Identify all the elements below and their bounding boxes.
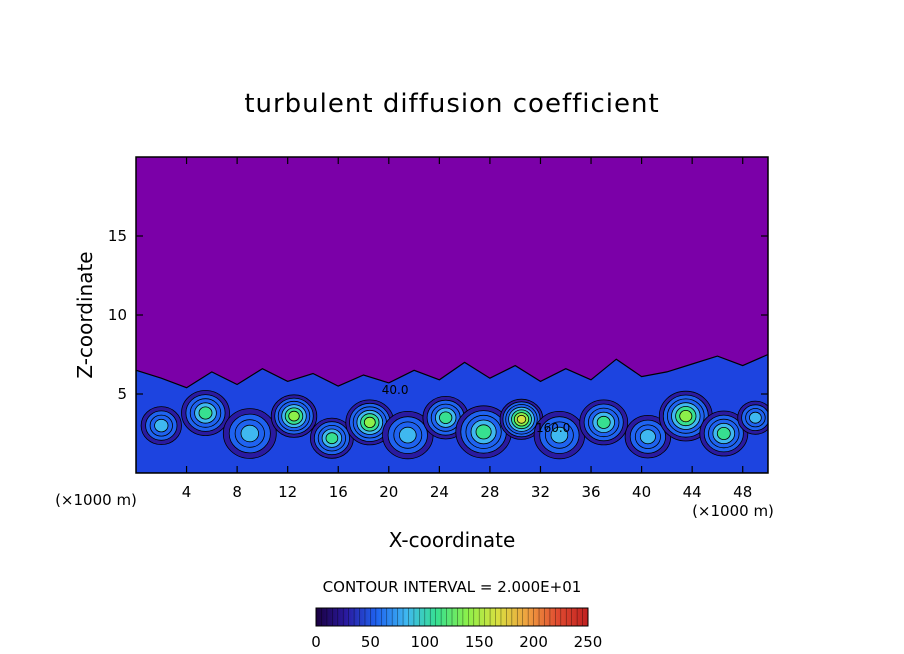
colorbar: 0 50 100 150 200 250 <box>311 607 602 651</box>
colorbar-tick-label: 200 <box>519 633 548 651</box>
chart-title: turbulent diffusion coefficient <box>244 89 659 119</box>
x-tick-label: 20 <box>379 483 398 501</box>
colorbar-tick-label: 50 <box>361 633 380 651</box>
x-tick-label: 16 <box>329 483 348 501</box>
turbulent-layer: 40.0 160.0 <box>136 353 768 473</box>
colorbar-tick-label: 0 <box>311 633 321 651</box>
eddy-contour <box>439 411 453 424</box>
contour-label: 160.0 <box>536 421 570 435</box>
y-axis-label: Z-coordinate <box>73 251 97 378</box>
eddy-contour <box>550 426 569 444</box>
eddy-contour <box>288 410 300 422</box>
plot-area: 40.0 160.0 <box>136 157 768 473</box>
x-tick-label: 4 <box>182 483 192 501</box>
x-tick-label: 44 <box>683 483 702 501</box>
x-tick-label: 28 <box>480 483 499 501</box>
eddy-contour <box>639 429 656 445</box>
eddy-contour <box>363 416 376 428</box>
x-tick-label: 24 <box>430 483 449 501</box>
eddy-contour <box>198 406 213 420</box>
x-unit-left: (×1000 m) <box>55 491 137 509</box>
colorbar-ticks: 0 50 100 150 200 250 <box>311 633 602 651</box>
x-tick-label: 36 <box>581 483 600 501</box>
x-axis: 4 8 12 16 20 24 28 32 36 40 44 48 <box>182 157 752 501</box>
x-tick-label: 12 <box>278 483 297 501</box>
x-unit-right: (×1000 m) <box>692 502 774 520</box>
eddy-contour <box>716 426 731 440</box>
colorbar-stripes <box>321 608 583 626</box>
eddy-contour <box>154 418 169 433</box>
colorbar-tick-label: 100 <box>410 633 439 651</box>
eddy-contour <box>240 424 260 443</box>
contour-interval-text: CONTOUR INTERVAL = 2.000E+01 <box>323 578 582 596</box>
y-tick-label: 15 <box>108 227 127 245</box>
x-tick-label: 48 <box>733 483 752 501</box>
eddy-contour <box>475 424 492 440</box>
contour-label: 40.0 <box>382 383 409 397</box>
eddy-contour <box>516 414 527 424</box>
x-tick-label: 32 <box>531 483 550 501</box>
colorbar-tick-label: 150 <box>465 633 494 651</box>
y-tick-label: 10 <box>108 306 127 324</box>
eddy-contour <box>596 415 611 429</box>
colorbar-tick-label: 250 <box>574 633 603 651</box>
eddy-contour <box>679 409 693 423</box>
colorbar-frame <box>315 607 589 627</box>
x-tick-label: 40 <box>632 483 651 501</box>
x-axis-label: X-coordinate <box>389 528 516 552</box>
y-tick-label: 5 <box>117 385 127 403</box>
y-axis: 5 10 15 <box>108 227 768 403</box>
eddy-contour <box>398 426 417 444</box>
eddy-contour <box>325 432 339 445</box>
eddy-contour <box>749 411 762 424</box>
x-tick-label: 8 <box>232 483 242 501</box>
